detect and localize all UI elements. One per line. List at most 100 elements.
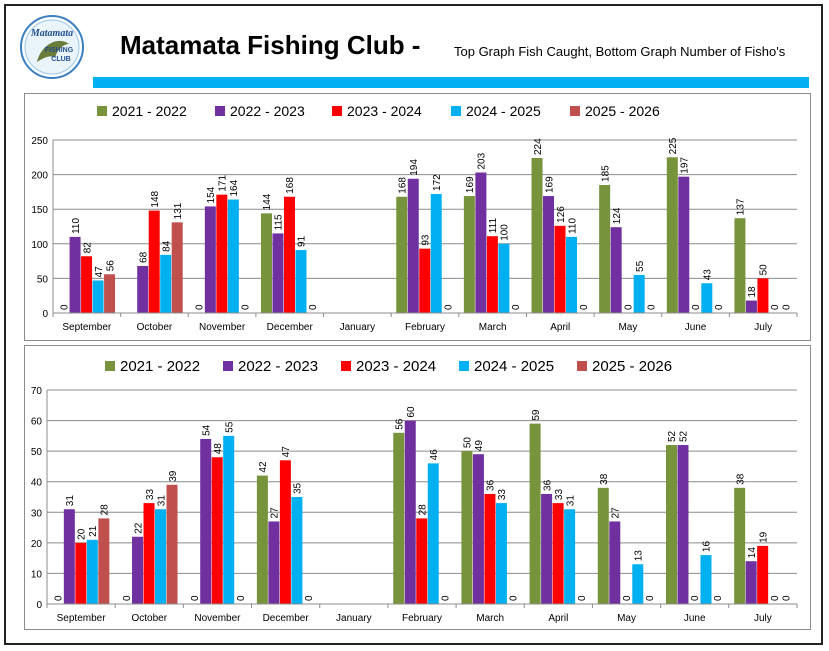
data-label: 0 <box>577 595 588 601</box>
bar <box>143 503 155 604</box>
data-label: 56 <box>395 418 406 430</box>
data-label: 35 <box>293 482 304 494</box>
data-label: 0 <box>441 595 452 601</box>
bar <box>609 521 621 604</box>
bar <box>268 521 280 604</box>
data-label: 224 <box>533 138 544 155</box>
y-tick-label: 30 <box>31 508 43 519</box>
page-title: Matamata Fishing Club - <box>120 30 421 60</box>
data-label: 0 <box>770 595 781 601</box>
bar <box>633 274 645 313</box>
svg-text:CLUB: CLUB <box>51 56 70 63</box>
bar <box>677 445 689 604</box>
x-tick-label: April <box>548 613 568 624</box>
legend-label: 2025 - 2026 <box>585 103 660 119</box>
data-label: 144 <box>262 193 273 210</box>
bar <box>160 254 172 313</box>
y-tick-label: 60 <box>31 417 43 428</box>
data-label: 38 <box>599 473 610 485</box>
x-tick-label: March <box>476 613 504 624</box>
bar <box>597 487 609 604</box>
title-underline-bar <box>93 77 809 88</box>
x-tick-label: November <box>199 322 246 333</box>
bar <box>475 172 487 313</box>
chart-legend: 2021 - 2022 2022 - 2023 2023 - 2024 2024 - … <box>105 358 672 375</box>
bar <box>599 184 611 313</box>
data-label: 225 <box>668 137 679 154</box>
bar <box>227 199 239 313</box>
legend-label: 2024 - 2025 <box>466 103 541 119</box>
bar <box>632 564 644 604</box>
data-label: 47 <box>281 446 292 458</box>
legend-swatch <box>223 361 233 371</box>
data-label: 168 <box>398 177 409 194</box>
x-tick-label: May <box>617 613 636 624</box>
data-label: 169 <box>544 176 555 193</box>
data-label: 0 <box>59 304 70 310</box>
data-label: 93 <box>421 234 432 246</box>
bar <box>256 475 268 604</box>
data-label: 27 <box>270 507 281 519</box>
bar <box>211 457 223 604</box>
data-label: 0 <box>236 595 247 601</box>
x-tick-label: June <box>684 613 706 624</box>
data-label: 46 <box>429 449 440 461</box>
bar <box>407 178 419 313</box>
data-label: 27 <box>611 507 622 519</box>
x-tick-label: April <box>550 322 570 333</box>
x-tick-label: February <box>405 322 445 333</box>
bar <box>529 423 541 604</box>
data-label: 82 <box>82 242 93 254</box>
data-label: 197 <box>680 157 691 174</box>
y-tick-label: 70 <box>31 386 43 397</box>
bar <box>461 451 473 604</box>
bar <box>531 157 543 313</box>
data-label: 36 <box>542 479 553 491</box>
bar <box>666 157 678 313</box>
y-tick-label: 100 <box>31 240 48 251</box>
legend-swatch <box>577 361 587 371</box>
data-label: 168 <box>285 177 296 194</box>
club-logo: Matamata FISHING CLUB <box>20 15 84 79</box>
y-tick-label: 0 <box>36 600 42 611</box>
data-label: 33 <box>497 489 508 501</box>
data-label: 124 <box>612 207 623 224</box>
bar <box>69 236 81 313</box>
bar <box>472 454 484 604</box>
y-tick-label: 250 <box>31 136 48 147</box>
x-tick-label: September <box>57 613 107 624</box>
data-label: 0 <box>509 595 520 601</box>
legend-label: 2022 - 2023 <box>238 358 318 375</box>
fish-caught-chart: 2021 - 2022 2022 - 2023 2023 - 2024 2024 - … <box>24 93 811 341</box>
bar <box>484 493 496 604</box>
legend-label: 2021 - 2022 <box>120 358 200 375</box>
data-label: 16 <box>702 541 713 553</box>
legend-swatch <box>105 361 115 371</box>
x-tick-label: January <box>336 613 372 624</box>
data-label: 0 <box>579 304 590 310</box>
data-label: 131 <box>173 202 184 219</box>
data-label: 171 <box>218 175 229 192</box>
bar <box>463 196 475 313</box>
bar <box>665 445 677 604</box>
data-label: 169 <box>465 176 476 193</box>
x-tick-label: December <box>267 322 314 333</box>
bar <box>427 463 439 604</box>
bar <box>745 561 757 604</box>
legend-swatch <box>341 361 351 371</box>
data-label: 194 <box>409 159 420 176</box>
data-label: 33 <box>145 489 156 501</box>
bar <box>223 435 235 604</box>
bar <box>148 210 160 313</box>
x-tick-label: September <box>62 322 112 333</box>
bar <box>283 196 295 313</box>
data-label: 0 <box>690 595 701 601</box>
bar <box>104 274 116 313</box>
data-label: 185 <box>600 165 611 182</box>
data-label: 55 <box>635 260 646 272</box>
data-label: 28 <box>418 504 429 516</box>
y-tick-label: 40 <box>31 478 43 489</box>
data-label: 148 <box>150 190 161 207</box>
bar <box>552 503 564 604</box>
data-label: 0 <box>304 595 315 601</box>
